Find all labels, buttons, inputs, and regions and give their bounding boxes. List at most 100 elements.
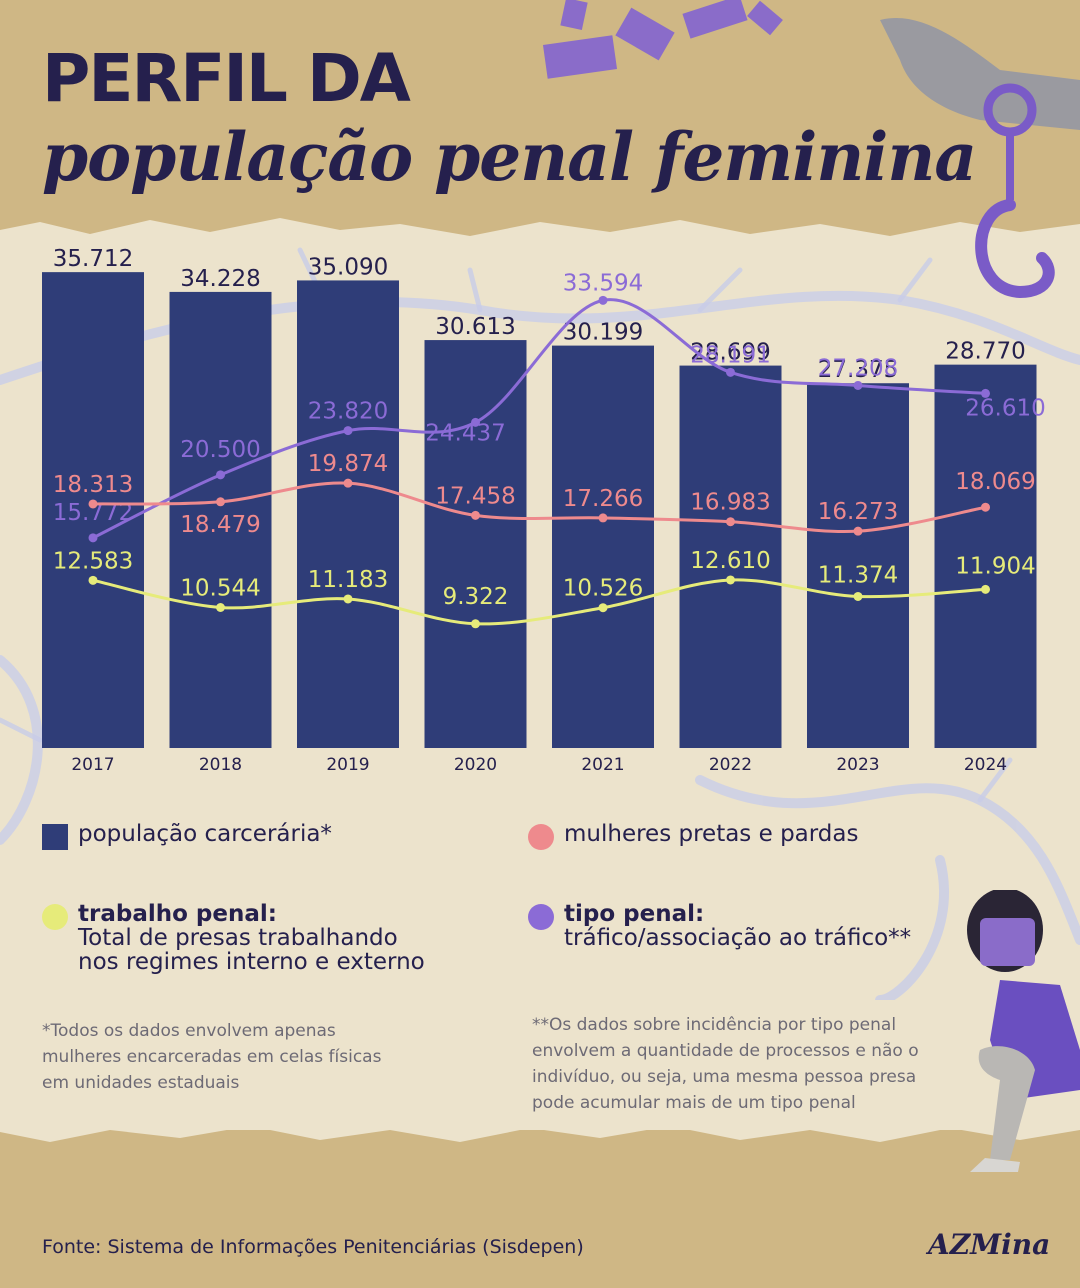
bar [679, 365, 782, 748]
x-tick-label: 2024 [964, 755, 1007, 775]
money-bills-illustration [542, 0, 783, 79]
x-tick-label: 2022 [709, 755, 752, 775]
footer-paper [0, 1130, 1080, 1288]
bar [552, 345, 654, 748]
point-pretas-pardas [726, 517, 735, 527]
point-pretas-pardas [981, 502, 990, 512]
point-pretas-pardas [598, 513, 608, 523]
footnote-left-line: mulheres encarceradas em celas físicas [42, 1047, 382, 1067]
value-label-tipo-penal: 33.594 [563, 270, 643, 296]
bar [807, 383, 909, 748]
bar-value-label: 35.090 [308, 254, 388, 280]
footnote-left-line: em unidades estaduais [42, 1073, 240, 1093]
legend-swatch-tipo-penal [528, 904, 554, 930]
x-tick-label: 2023 [836, 755, 879, 775]
legend-swatch-pretas-pardas [528, 824, 554, 850]
value-label-trabalho: 12.583 [53, 548, 133, 574]
value-label-pretas-pardas: 16.273 [818, 499, 898, 525]
bar [169, 291, 272, 748]
value-label-tipo-penal: 20.500 [180, 437, 260, 463]
bar-value-label: 30.613 [435, 314, 515, 340]
footnote-right-line: pode acumular mais de um tipo penal [532, 1093, 856, 1113]
bar [934, 364, 1037, 748]
bar [42, 272, 144, 748]
point-pretas-pardas [853, 526, 863, 536]
hand-handcuff-illustration [880, 18, 1080, 299]
bar-value-label: 27.375 [818, 357, 898, 383]
footnote-left: *Todos os dados envolvem apenas mulheres… [42, 1018, 381, 1096]
value-label-tipo-penal: 24.437 [425, 420, 505, 446]
point-tipo-penal [88, 533, 98, 543]
point-pretas-pardas [343, 478, 353, 488]
point-tipo-penal [598, 295, 608, 305]
title-line2: população penal feminina [42, 118, 977, 196]
value-label-tipo-penal: 27.208 [818, 355, 898, 381]
x-tick-label: 2021 [581, 755, 624, 775]
torn-edge-top [0, 218, 1080, 250]
point-pretas-pardas [88, 499, 98, 509]
point-trabalho [726, 575, 735, 585]
value-label-tipo-penal: 28.191 [690, 342, 770, 368]
point-trabalho [343, 594, 353, 604]
x-tick-label: 2019 [326, 755, 369, 775]
value-label-pretas-pardas: 17.458 [435, 483, 515, 509]
point-pretas-pardas [471, 510, 480, 520]
source-note: Fonte: Sistema de Informações Penitenciá… [42, 1236, 584, 1258]
point-trabalho [88, 575, 98, 585]
point-tipo-penal [471, 417, 480, 427]
footnote-right-line: envolvem a quantidade de processos e não… [532, 1041, 919, 1061]
footnote-left-line: *Todos os dados envolvem apenas [42, 1021, 336, 1041]
legend-label-pretas-pardas: mulheres pretas e pardas [564, 821, 859, 847]
footnote-right: **Os dados sobre incidência por tipo pen… [532, 1012, 919, 1116]
x-tick-label: 2017 [71, 755, 114, 775]
line-trabalho [92, 578, 986, 626]
point-tipo-penal [726, 367, 735, 377]
brand-logo: AZMina [928, 1228, 1051, 1261]
x-tick-label: 2020 [454, 755, 497, 775]
point-trabalho [216, 603, 225, 613]
point-pretas-pardas [216, 497, 225, 507]
legend-sub-trabalho-1: Total de presas trabalhando [78, 925, 398, 951]
value-label-pretas-pardas: 18.479 [180, 512, 260, 538]
chart-plot-area: 35.712 34.228 35.090 30.613 30.199 28.699 27.3… [42, 246, 1046, 775]
legend-label-trabalho: trabalho penal: [78, 901, 277, 927]
point-trabalho [981, 584, 990, 594]
bar [424, 340, 527, 748]
value-label-tipo-penal: 26.610 [965, 395, 1045, 421]
legend-label-tipo-penal: tipo penal: [564, 901, 705, 927]
point-tipo-penal [853, 380, 863, 390]
value-label-trabalho: 9.322 [443, 584, 509, 610]
point-tipo-penal [216, 470, 225, 480]
point-trabalho [598, 603, 608, 613]
seated-woman-illustration [967, 890, 1080, 1172]
value-label-trabalho: 11.374 [818, 562, 898, 588]
torn-edge-bottom [0, 1112, 1080, 1142]
title-line1: PERFIL DA [42, 40, 411, 117]
bar-value-label: 34.228 [180, 266, 260, 292]
value-label-pretas-pardas: 16.983 [690, 490, 770, 516]
value-label-trabalho: 11.904 [955, 553, 1035, 579]
value-label-pretas-pardas: 18.313 [53, 472, 133, 498]
point-trabalho [471, 619, 480, 629]
x-tick-label: 2018 [199, 755, 242, 775]
bar-value-label: 35.712 [53, 246, 133, 272]
value-label-pretas-pardas: 19.874 [308, 451, 388, 477]
value-label-trabalho: 10.526 [563, 576, 643, 602]
point-tipo-penal [981, 388, 990, 398]
value-label-trabalho: 12.610 [690, 548, 770, 574]
value-label-trabalho: 10.544 [180, 576, 260, 602]
footnote-right-line: **Os dados sobre incidência por tipo pen… [532, 1015, 897, 1035]
bar-value-label: 28.770 [945, 339, 1025, 365]
bar-value-label: 28.699 [690, 340, 770, 366]
value-label-pretas-pardas: 18.069 [955, 469, 1035, 495]
footnote-right-line: indivíduo, ou seja, uma mesma pessoa pre… [532, 1067, 917, 1087]
legend-label-populacao: população carcerária* [78, 821, 332, 847]
value-label-pretas-pardas: 17.266 [563, 486, 643, 512]
legend-sub-tipo-penal: tráfico/associação ao tráfico** [564, 925, 912, 951]
legend-sub-trabalho-2: nos regimes interno e externo [78, 949, 425, 975]
value-label-trabalho: 11.183 [308, 567, 388, 593]
line-tipo-penal [92, 298, 986, 540]
bar [297, 280, 399, 748]
point-tipo-penal [343, 426, 353, 436]
point-trabalho [853, 591, 863, 601]
